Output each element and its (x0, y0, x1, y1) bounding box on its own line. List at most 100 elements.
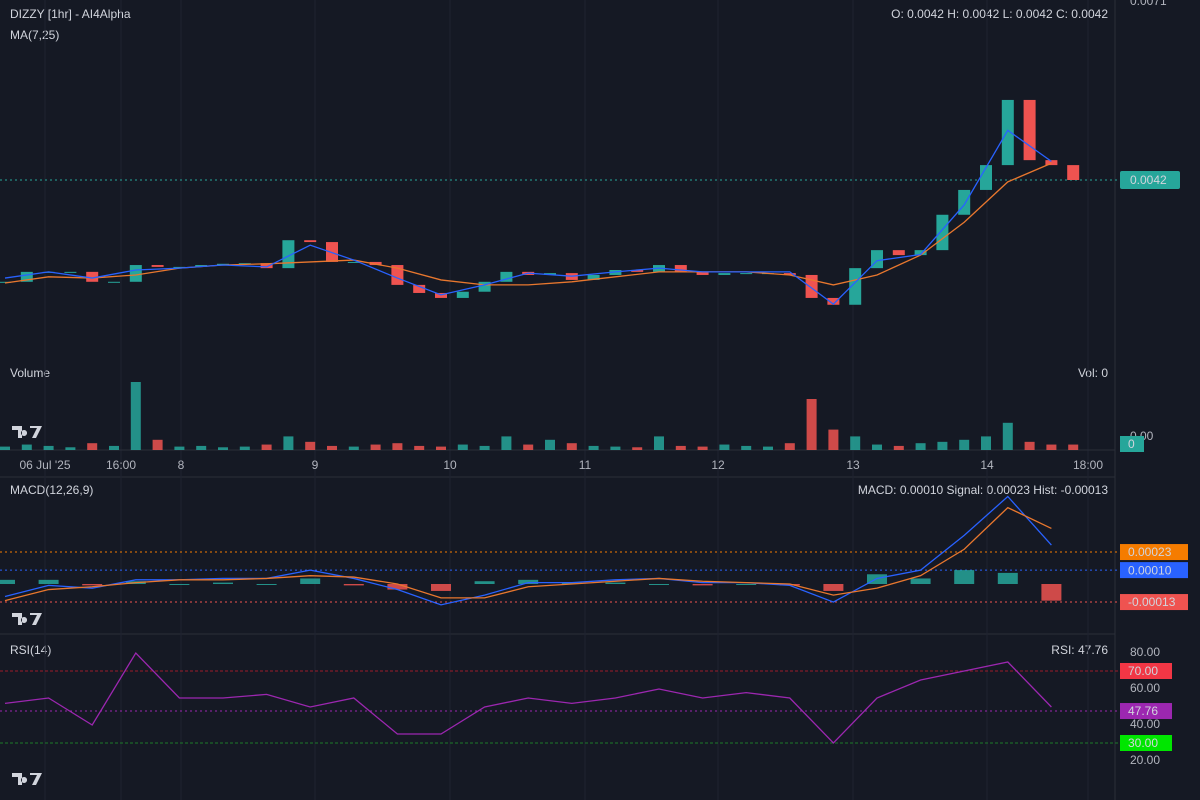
volume-bar (1068, 444, 1079, 450)
candle (587, 274, 600, 280)
volume-bar (436, 446, 446, 450)
volume-bar (261, 444, 272, 450)
volume-bar (348, 446, 359, 450)
hist-bar (300, 578, 321, 584)
candle (1001, 99, 1014, 166)
candle (892, 250, 905, 256)
macd-badge (1120, 562, 1188, 579)
candle (783, 273, 796, 275)
rsi-badge-text: 70.00 (1128, 664, 1158, 678)
candle (696, 271, 709, 275)
candle (86, 271, 99, 282)
candle (456, 291, 469, 298)
hist-bar (997, 572, 1018, 584)
candle (500, 271, 513, 282)
volume-bar (654, 436, 664, 450)
hist-bar (387, 584, 408, 590)
candle (0, 281, 11, 283)
candle (1023, 99, 1036, 161)
volume-bar (414, 445, 425, 450)
hist-bar (343, 584, 364, 586)
volume-bar (479, 445, 490, 450)
candle (478, 281, 491, 292)
volume-bar (915, 443, 926, 450)
logo (12, 426, 42, 785)
hist-bar (779, 584, 800, 586)
volume-bar (610, 446, 621, 450)
time-label: 14 (980, 458, 994, 472)
volume-bar (523, 444, 534, 450)
rsi-label: RSI(14) (10, 643, 51, 657)
candle (20, 271, 33, 282)
volume-bar (1002, 422, 1013, 450)
hist-bar (910, 578, 931, 584)
candle (1067, 165, 1080, 180)
hist-bar (0, 579, 15, 584)
candle (936, 214, 949, 251)
macd-badge (1120, 544, 1188, 561)
volume-bar (87, 443, 98, 450)
candle (304, 240, 317, 243)
time-label: 16:00 (106, 458, 136, 472)
volume-label: Volume (10, 366, 50, 380)
ma-label: MA(7,25) (10, 28, 59, 42)
volume-bar (174, 446, 185, 450)
candle (914, 250, 927, 256)
candle (1045, 160, 1058, 166)
candle (827, 297, 840, 305)
candle (347, 261, 360, 263)
volume-bar (741, 445, 752, 450)
rsi-badge-text: 47.76 (1128, 704, 1158, 718)
volume-bar (697, 446, 708, 450)
time-label: 10 (443, 458, 457, 472)
hist-bar (823, 584, 844, 591)
volume-bar (239, 446, 250, 450)
candle (980, 165, 992, 190)
volume-bar (828, 429, 839, 450)
hist-bar (256, 584, 277, 585)
time-label: 8 (178, 458, 185, 472)
last-price-text: 0.0042 (1130, 173, 1167, 187)
volume-bar (872, 444, 882, 450)
hist-bar (169, 584, 190, 585)
rsi-badge (1120, 735, 1172, 751)
macd-readout: MACD: 0.00010 Signal: 0.00023 Hist: -0.0… (858, 483, 1108, 497)
rsi-badge (1120, 703, 1172, 720)
hist-bar (38, 579, 59, 584)
volume-bar (784, 443, 795, 450)
volume-bar (675, 445, 686, 450)
hist-bar (82, 584, 103, 586)
rsi-tick: 20.00 (1130, 753, 1160, 767)
hist-bar (736, 584, 757, 585)
rsi-line (4, 651, 1052, 744)
vol-readout: Vol: 0 (1078, 366, 1108, 380)
macd-badge-text: 0.00023 (1128, 545, 1172, 559)
hist-bar (649, 584, 669, 585)
candle (631, 270, 644, 272)
candle (238, 263, 251, 265)
macd-badge-text: -0.00013 (1128, 595, 1176, 609)
volume-bar (937, 441, 948, 450)
candle (391, 265, 404, 285)
macd-badge-text: 0.00010 (1128, 563, 1172, 577)
volume-bar (65, 447, 76, 450)
price-top-label: 0.0071 (1130, 0, 1167, 8)
volume-bar (1024, 441, 1035, 450)
time-label: 11 (579, 458, 592, 472)
rsi-tick: 60.00 (1130, 681, 1160, 695)
time-label: 06 Jul '25 (20, 458, 71, 472)
volume-bar (806, 399, 817, 450)
time-label: 9 (312, 458, 319, 472)
candle (64, 271, 77, 273)
title: DIZZY [1hr] - AI4Alpha (10, 7, 131, 21)
hist-bar (692, 584, 713, 586)
volume-bar (959, 439, 970, 450)
candle (718, 273, 731, 275)
volume-bar (152, 439, 163, 450)
candle (413, 284, 426, 293)
volume-bar (392, 443, 403, 450)
volume-badge (1120, 436, 1144, 452)
rsi-tick: 40.00 (1130, 717, 1160, 731)
candle (151, 265, 164, 267)
